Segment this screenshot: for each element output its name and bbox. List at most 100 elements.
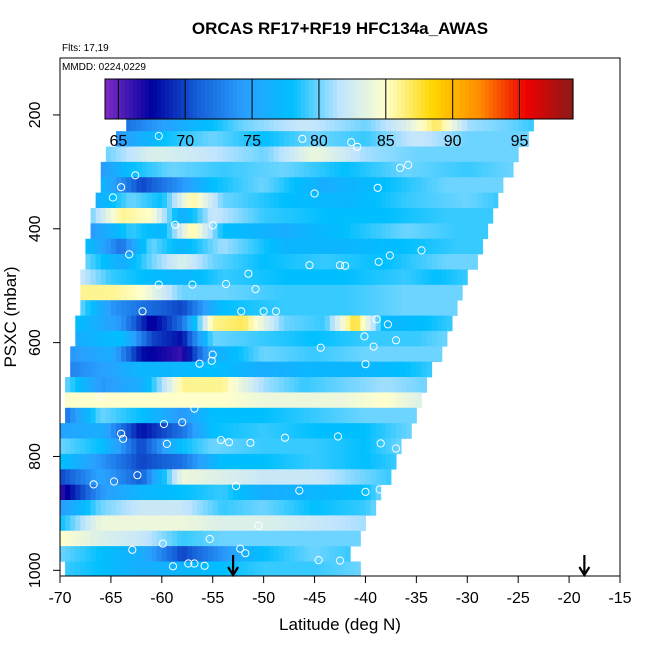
heatmap-cell [375,269,382,286]
heatmap-cell [370,223,377,240]
heatmap-cell [131,269,137,286]
heatmap-cell [309,207,316,224]
heatmap-cell [151,192,158,209]
heatmap-cell [334,546,341,562]
heatmap-cell [95,269,102,286]
heatmap-cell [156,346,163,362]
heatmap-cell [141,192,148,209]
heatmap-cell [253,561,260,576]
heatmap-cell [467,131,473,147]
heatmap-cell [370,116,377,132]
heatmap-cell [182,330,188,347]
heatmap-cell [360,223,366,240]
heatmap-cell [146,146,153,163]
heatmap-cell [309,361,316,378]
heatmap-cell [289,300,295,316]
heatmap-cell [243,146,249,163]
heatmap-cell [334,238,341,255]
heatmap-cell [156,500,163,516]
heatmap-cell [141,377,148,393]
colorbar-cell [233,79,238,119]
heatmap-cell [446,315,453,332]
heatmap-cell [243,515,249,532]
heatmap-cell [365,423,372,439]
heatmap-band [100,177,504,193]
heatmap-cell [294,116,300,132]
heatmap-cell [60,546,66,562]
heatmap-cell [299,377,305,393]
heatmap-cell [212,407,219,424]
heatmap-cell [278,223,285,240]
heatmap-cell [299,223,305,240]
heatmap-cell [182,407,188,424]
colorbar-cell [533,79,538,119]
heatmap-cell [131,131,137,147]
heatmap-cell [121,484,127,501]
heatmap-cell [294,515,300,532]
heatmap-cell [278,500,285,516]
heatmap-cell [299,500,305,516]
heatmap-cell [380,392,387,409]
colorbar-tick-label: 85 [377,133,395,150]
heatmap-cell [345,192,351,209]
heatmap-cell [370,177,377,193]
heatmap-cell [258,469,265,485]
heatmap-cell [141,407,148,424]
heatmap-cell [467,238,473,255]
heatmap-cell [360,146,366,163]
heatmap-cell [161,423,168,439]
heatmap-cell [172,361,178,378]
heatmap-cell [238,207,244,224]
heatmap-cell [263,131,270,147]
heatmap-cell [446,146,453,163]
heatmap-cell [401,207,407,224]
heatmap-cell [228,500,234,516]
heatmap-cell [80,284,86,301]
heatmap-cell [228,254,234,270]
heatmap-cell [416,330,422,347]
heatmap-cell [161,238,168,255]
heatmap-cell [263,377,270,393]
heatmap-cell [345,330,351,347]
heatmap-cell [202,315,209,332]
heatmap-cell [431,192,438,209]
heatmap-cell [457,223,463,240]
heatmap-cell [436,254,443,270]
heatmap-cell [217,269,224,286]
heatmap-cell [294,131,300,147]
colorbar-cell [133,79,138,119]
data-point [400,505,409,515]
heatmap-cell [151,515,158,532]
heatmap-cell [228,269,234,286]
heatmap-cell [90,238,97,255]
heatmap-cell [492,146,499,163]
heatmap-cell [192,438,198,455]
heatmap-cell [248,116,254,132]
heatmap-cell [411,300,417,316]
heatmap-cell [116,438,122,455]
heatmap-cell [131,453,137,470]
heatmap-cell [177,116,183,132]
heatmap-cell [121,269,127,286]
heatmap-cell [202,346,209,362]
heatmap-cell [324,546,331,562]
heatmap-cell [350,238,356,255]
colorbar-cell [365,79,370,119]
heatmap-cell [263,177,270,193]
heatmap-cell [166,453,173,470]
colorbar-cell [341,79,346,119]
heatmap-cell [340,530,346,547]
heatmap-cell [294,254,300,270]
heatmap-cell [375,469,382,485]
heatmap-cell [340,300,346,316]
heatmap-cell [370,484,377,501]
heatmap-cell [523,116,529,132]
data-point [208,221,217,230]
heatmap-cell [126,546,132,562]
heatmap-cell [289,484,295,501]
heatmap-cell [299,346,305,362]
heatmap-cell [146,116,153,132]
heatmap-cell [467,161,473,178]
heatmap-cell [350,223,356,240]
heatmap-cell [166,207,173,224]
